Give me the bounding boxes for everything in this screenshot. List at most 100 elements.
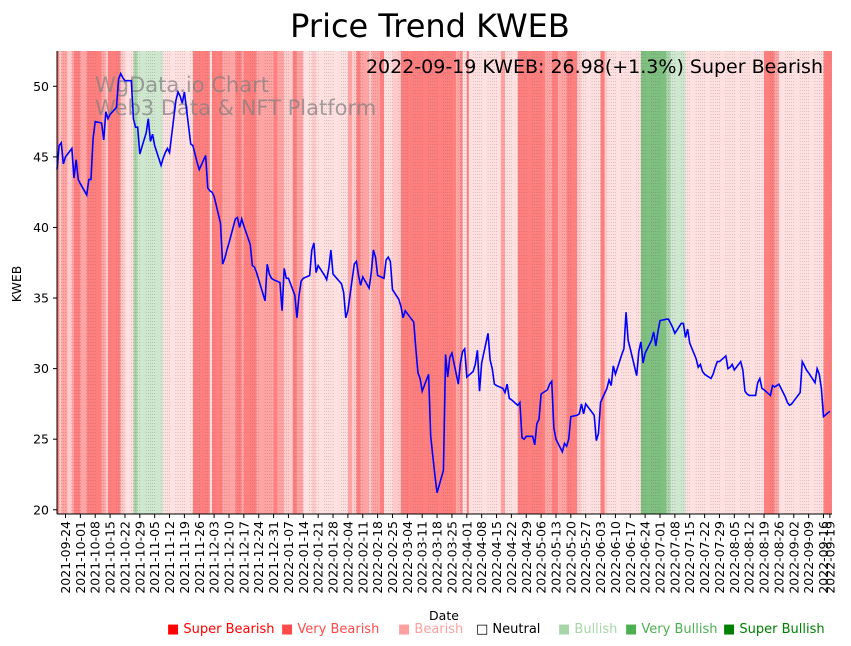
x-tick-label-26: 2022-03-25 <box>444 521 459 594</box>
regime-band-61 <box>640 51 667 514</box>
regime-band-55 <box>581 51 590 514</box>
regime-band-53 <box>566 51 578 514</box>
x-axis-label: Date <box>429 608 459 623</box>
x-tick-label-51: 2022-09-16 <box>816 521 831 594</box>
regime-band-2 <box>61 51 68 514</box>
regime-band-43 <box>460 51 463 514</box>
regime-band-31 <box>316 51 348 514</box>
regime-band-10 <box>107 51 121 514</box>
regime-band-58 <box>604 51 607 514</box>
x-tick-label-10: 2021-12-03 <box>207 521 222 594</box>
legend: ■ Super Bearish ■ Very Bearish ■ Bearish □ … <box>167 622 825 637</box>
regime-band-57 <box>600 51 605 514</box>
x-tick-label-44: 2022-07-29 <box>712 521 727 594</box>
regime-band-69 <box>823 51 832 514</box>
regime-band-6 <box>80 51 87 514</box>
regime-band-1 <box>59 51 62 514</box>
x-tick-label-46: 2022-08-12 <box>742 521 757 594</box>
regime-band-19 <box>222 51 236 514</box>
regime-band-11 <box>120 51 125 514</box>
regime-band-13 <box>133 51 138 514</box>
y-axis-label: KWEB <box>9 266 24 303</box>
regime-band-38 <box>379 51 384 514</box>
x-tick-label-47: 2022-08-19 <box>757 521 772 594</box>
regime-band-29 <box>303 51 312 514</box>
x-tick-label-24: 2022-03-11 <box>415 521 430 594</box>
regime-band-51 <box>551 51 559 514</box>
y-tick-label-0: 20 <box>33 502 49 517</box>
legend-item-1: ■ Very Bearish <box>281 622 379 637</box>
legend-item-5: ■ Very Bullish <box>625 622 717 637</box>
legend-item-6: ■ Super Bullish <box>723 622 825 637</box>
regime-band-5 <box>73 51 81 514</box>
x-tick-label-35: 2022-05-27 <box>578 521 593 594</box>
legend-item-3: □ Neutral <box>476 622 540 637</box>
x-tick-label-49: 2022-09-02 <box>786 521 801 594</box>
x-tick-label-45: 2022-08-05 <box>727 521 742 594</box>
x-tick-label-33: 2022-05-13 <box>548 521 563 594</box>
x-tick-label-20: 2022-02-11 <box>355 521 370 594</box>
regime-band-3 <box>67 51 72 514</box>
regime-band-66 <box>774 51 779 514</box>
x-tick-label-34: 2022-05-20 <box>563 521 578 594</box>
regime-band-35 <box>360 51 370 514</box>
regime-band-21 <box>241 51 244 514</box>
regime-band-7 <box>86 51 102 514</box>
regime-band-47 <box>500 51 506 514</box>
regime-band-20 <box>235 51 242 514</box>
x-tick-label-27: 2022-04-01 <box>459 521 474 594</box>
regime-band-56 <box>589 51 601 514</box>
x-tick-label-21: 2022-02-18 <box>370 521 385 594</box>
regime-band-18 <box>212 51 223 514</box>
x-tick-label-9: 2021-11-26 <box>192 521 207 594</box>
regime-band-33 <box>352 51 357 514</box>
x-tick-label-23: 2022-03-04 <box>400 521 415 594</box>
x-tick-label-3: 2021-10-15 <box>103 521 118 594</box>
x-tick-label-36: 2022-06-03 <box>593 521 608 594</box>
regime-band-46 <box>468 51 501 514</box>
watermark-line-2: Web3 Data & NFT Platform <box>95 96 376 120</box>
y-tick-label-6: 50 <box>33 79 49 94</box>
x-tick-label-25: 2022-03-18 <box>430 521 445 594</box>
watermark-line-1: WgData.io Chart <box>95 73 269 97</box>
x-tick-label-16: 2022-01-14 <box>296 521 311 594</box>
regime-band-52 <box>558 51 567 514</box>
x-tick-label-39: 2022-06-24 <box>638 521 653 594</box>
regime-band-14 <box>137 51 164 514</box>
x-tick-label-5: 2021-10-29 <box>132 521 147 594</box>
x-tick-label-41: 2022-07-08 <box>667 521 682 594</box>
regime-band-17 <box>209 51 212 514</box>
x-tick-label-7: 2021-11-12 <box>162 521 177 594</box>
regime-band-37 <box>371 51 380 514</box>
y-tick-label-4: 40 <box>33 220 49 235</box>
x-axis-ticks: 2021-09-24 2021-10-01 2021-10-08 2021-10-15… <box>58 514 837 594</box>
vertical-gridlines <box>56 51 831 514</box>
y-tick-label-3: 35 <box>33 291 49 306</box>
x-tick-label-22: 2022-02-25 <box>385 521 400 594</box>
regime-band-62 <box>666 51 671 514</box>
regime-band-34 <box>356 51 361 514</box>
regime-bands <box>57 51 832 514</box>
x-tick-label-50: 2022-09-09 <box>801 521 816 594</box>
x-tick-label-1: 2021-10-01 <box>73 521 88 594</box>
regime-band-28 <box>296 51 304 514</box>
x-tick-label-17: 2022-01-21 <box>311 521 326 594</box>
x-tick-label-29: 2022-04-15 <box>489 521 504 594</box>
regime-band-54 <box>577 51 582 514</box>
regime-band-68 <box>793 51 824 514</box>
regime-band-64 <box>685 51 765 514</box>
regime-band-39 <box>383 51 393 514</box>
y-tick-label-2: 30 <box>33 361 49 376</box>
axes <box>56 51 832 515</box>
x-tick-label-19: 2022-02-04 <box>340 521 355 594</box>
x-tick-label-2: 2021-10-08 <box>88 521 103 594</box>
regime-band-24 <box>273 51 278 514</box>
x-tick-label-14: 2021-12-31 <box>266 521 281 594</box>
x-tick-label-0: 2021-09-24 <box>58 521 73 594</box>
legend-item-0: ■ Super Bearish <box>167 622 275 637</box>
x-tick-label-8: 2021-11-19 <box>177 521 192 594</box>
regime-band-25 <box>277 51 285 514</box>
chart-subtitle: 2022-09-19 KWEB: 26.98(+1.3%) Super Bear… <box>366 56 823 78</box>
x-tick-label-28: 2022-04-08 <box>474 521 489 594</box>
regime-band-67 <box>778 51 794 514</box>
